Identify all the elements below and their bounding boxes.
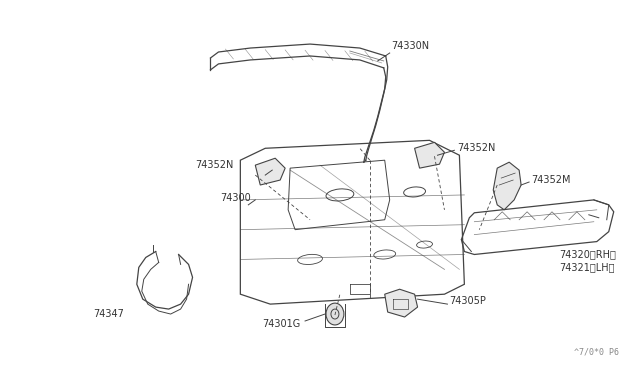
Polygon shape (415, 142, 444, 168)
Text: 74352M: 74352M (531, 175, 571, 185)
Text: 74320〈RH〉: 74320〈RH〉 (559, 250, 616, 260)
Text: 74352N: 74352N (196, 160, 234, 170)
Text: 74321〈LH〉: 74321〈LH〉 (559, 262, 614, 272)
Text: 74347: 74347 (93, 309, 124, 319)
Polygon shape (255, 158, 285, 185)
Polygon shape (385, 289, 417, 317)
Text: 74352N: 74352N (458, 143, 496, 153)
Text: 74305P: 74305P (449, 296, 486, 306)
Text: ^7/0*0 P6: ^7/0*0 P6 (573, 348, 619, 357)
Text: 74301G: 74301G (262, 319, 301, 329)
Text: 74330N: 74330N (392, 41, 430, 51)
Text: 74300: 74300 (220, 193, 251, 203)
Ellipse shape (326, 303, 344, 325)
Polygon shape (493, 162, 521, 210)
